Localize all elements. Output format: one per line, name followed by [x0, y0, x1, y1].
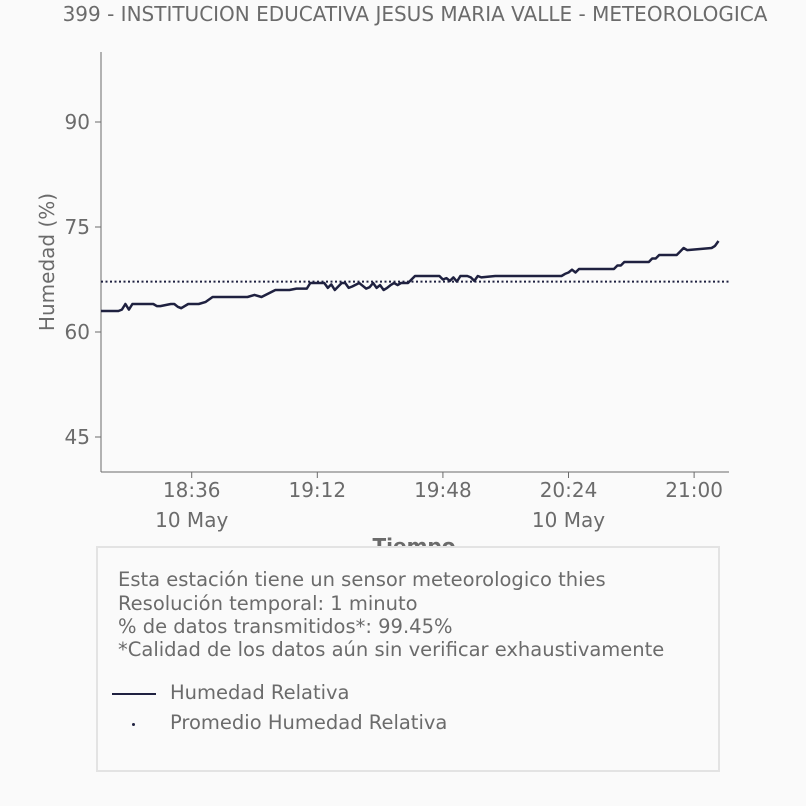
legend-label: Humedad Relativa: [170, 681, 350, 704]
x-tick-label: 20:24: [540, 478, 598, 502]
x-ticks: 18:36 10 May 19:12 19:48 20:24 10 May 21:00: [155, 472, 723, 532]
x-tick-label: 18:36: [163, 478, 221, 502]
y-tick-label: 60: [65, 320, 90, 344]
legend-label: Promedio Humedad Relativa: [170, 711, 448, 734]
y-tick-label: 45: [65, 425, 90, 449]
y-tick-label: 75: [65, 215, 90, 239]
y-axis-label: Humedad (%): [35, 193, 59, 331]
x-tick-label: 19:12: [288, 478, 346, 502]
x-tick-label: 21:00: [665, 478, 723, 502]
y-ticks: 45 60 75 90: [65, 110, 101, 449]
humedad-relativa-line: [101, 240, 720, 313]
solid-line-swatch: [112, 693, 156, 695]
legend-info-line: *Calidad de los datos aún sin verificar …: [118, 638, 665, 661]
legend-info-line: Esta estación tiene un sensor meteorolog…: [118, 568, 606, 591]
series: [101, 240, 729, 313]
legend-item-promedio: Promedio Humedad Relativa: [112, 711, 612, 735]
y-tick-label: 90: [65, 110, 90, 134]
dotted-line-swatch: [132, 723, 135, 726]
legend-info-line: % de datos transmitidos*: 99.45%: [118, 615, 453, 638]
legend-box: Esta estación tiene un sensor meteorolog…: [96, 546, 720, 772]
x-tick-label: 19:48: [414, 478, 472, 502]
chart-title: 399 - INSTITUCION EDUCATIVA JESUS MARIA …: [63, 2, 768, 26]
legend-info-line: Resolución temporal: 1 minuto: [118, 592, 418, 615]
x-date-label: 10 May: [155, 508, 228, 532]
legend-item-humedad: Humedad Relativa: [112, 681, 612, 705]
x-date-label: 10 May: [532, 508, 605, 532]
